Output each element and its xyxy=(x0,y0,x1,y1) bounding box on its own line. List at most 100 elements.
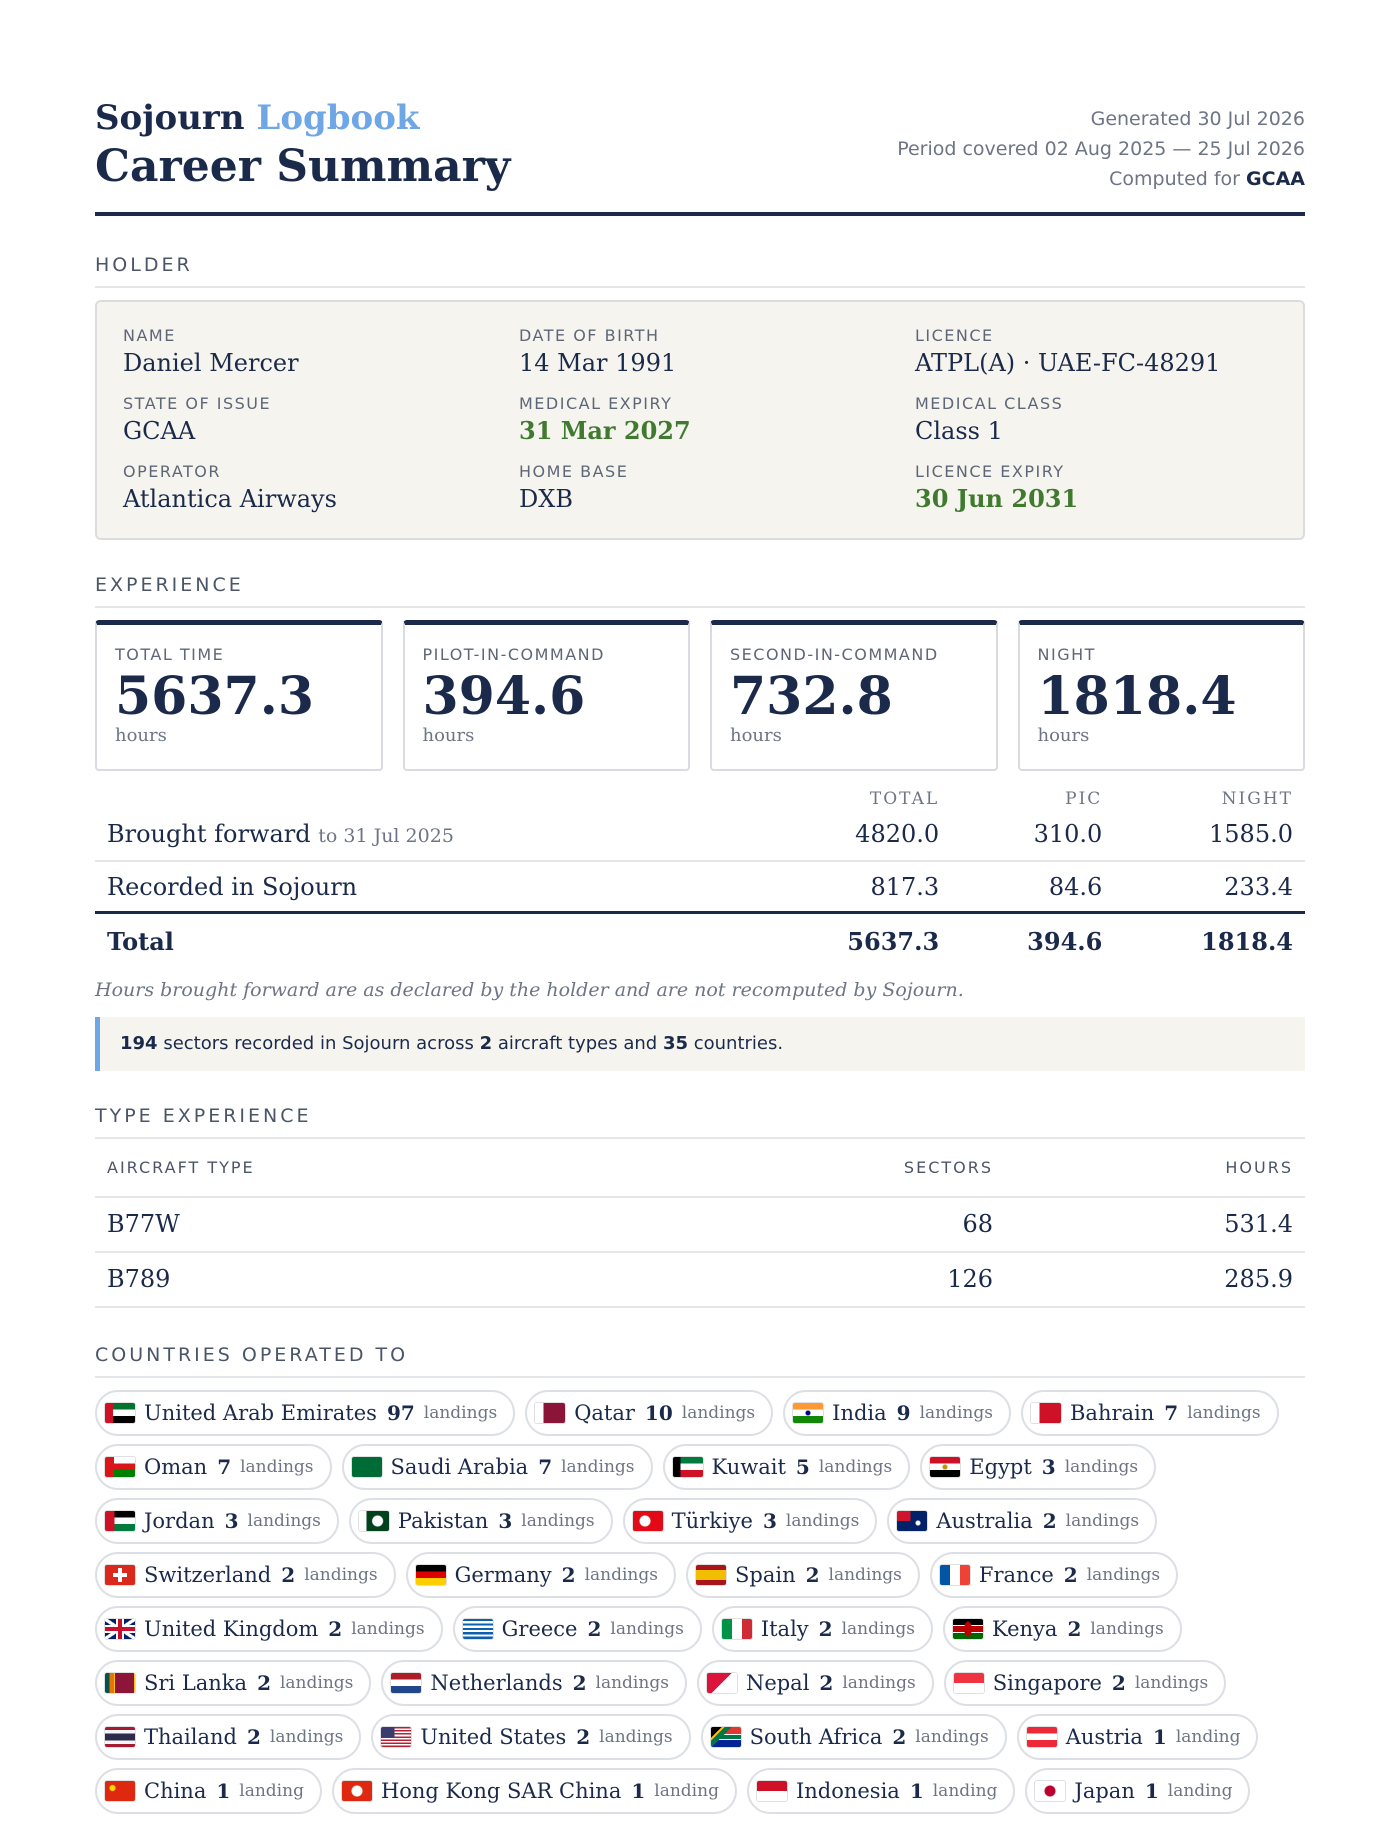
country-unit: landings xyxy=(1090,1618,1164,1639)
brand-main: Sojourn xyxy=(95,98,245,138)
flag-es-icon xyxy=(696,1564,726,1585)
country-chip: Greece 2 landings xyxy=(452,1605,702,1652)
holder-field: DATE OF BIRTH 14 Mar 1991 xyxy=(519,326,915,384)
holder-field: MEDICAL EXPIRY 31 Mar 2027 xyxy=(519,394,915,452)
country-unit: landings xyxy=(521,1510,595,1531)
page-title: Career Summary xyxy=(95,140,511,192)
flag-th-icon xyxy=(105,1726,135,1747)
country-unit: landings xyxy=(842,1672,916,1693)
country-count: 9 xyxy=(896,1400,911,1425)
hours-col-pic: PIC xyxy=(1065,788,1103,809)
aircraft-type: B77W xyxy=(95,1196,845,1253)
flag-ke-icon xyxy=(952,1618,983,1639)
holder-field-label: DATE OF BIRTH xyxy=(519,325,660,345)
country-name: Egypt xyxy=(969,1454,1032,1479)
holder-field: OPERATOR Atlantica Airways xyxy=(123,462,519,520)
computed-line: Computed for GCAA xyxy=(897,164,1305,194)
country-unit: landing xyxy=(1175,1726,1241,1747)
country-count: 2 xyxy=(819,1670,834,1695)
country-unit: landing xyxy=(932,1780,998,1801)
title-block: Sojourn Logbook Career Summary xyxy=(95,98,510,194)
country-chip: Hong Kong SAR China 1 landing xyxy=(331,1767,737,1814)
card-value: 5637.3 xyxy=(115,665,315,727)
report-meta: Generated 30 Jul 2026 Period covered 02 … xyxy=(897,104,1305,194)
country-name: Sri Lanka xyxy=(144,1670,248,1695)
country-chip: United States 2 landings xyxy=(371,1713,691,1760)
country-chip: Singapore 2 landings xyxy=(943,1659,1227,1706)
card-label: SECOND-IN-COMMAND xyxy=(730,644,939,664)
card-label: PILOT-IN-COMMAND xyxy=(422,644,605,664)
country-unit: landings xyxy=(818,1456,893,1477)
holder-field: MEDICAL CLASS Class 1 xyxy=(915,394,1277,452)
country-count: 97 xyxy=(386,1400,415,1425)
card-unit: hours xyxy=(730,724,782,746)
country-name: Greece xyxy=(501,1616,578,1641)
flag-it-icon xyxy=(721,1618,752,1639)
holder-field: STATE OF ISSUE GCAA xyxy=(123,394,519,452)
country-count: 2 xyxy=(257,1670,271,1695)
total-pic: 394.6 xyxy=(951,911,1115,969)
career-summary-page: Sojourn Logbook Career Summary Generated… xyxy=(95,98,1305,1814)
total-label: Total xyxy=(95,911,761,969)
experience-section: EXPERIENCE TOTAL TIME 5637.3 hours PILOT-IN… xyxy=(95,574,1305,1071)
country-name: Singapore xyxy=(992,1670,1102,1695)
country-unit: landing xyxy=(1167,1780,1233,1801)
country-chip: Türkiye 3 landings xyxy=(622,1497,878,1544)
country-chip: United Kingdom 2 landings xyxy=(95,1605,443,1652)
country-name: South Africa xyxy=(749,1724,883,1749)
type-hours: 285.9 xyxy=(1005,1251,1305,1308)
flag-de-icon xyxy=(415,1564,446,1585)
type-col-aircraft: AIRCRAFT TYPE xyxy=(95,1138,845,1198)
holder-field-label: LICENCE xyxy=(915,325,994,345)
holder-field-value: 30 Jun 2031 xyxy=(915,483,1079,513)
country-name: Jordan xyxy=(144,1508,215,1533)
hours-row-night: 1585.0 xyxy=(1114,808,1305,862)
period-line: Period covered 02 Aug 2025 — 25 Jul 2026 xyxy=(897,134,1305,164)
country-name: Pakistan xyxy=(397,1508,489,1533)
country-chip: Indonesia 1 landing xyxy=(746,1767,1016,1814)
hours-row-sub: to 31 Jul 2025 xyxy=(318,825,454,848)
country-name: Hong Kong SAR China xyxy=(380,1778,622,1803)
countries-chip-list: United Arab Emirates 97 landings Qatar 10 lan… xyxy=(95,1389,1305,1814)
hours-footnote: Hours brought forward are as declared by… xyxy=(95,978,964,1001)
holder-field: NAME Daniel Mercer xyxy=(123,326,519,384)
country-count: 1 xyxy=(1144,1778,1159,1803)
country-name: Switzerland xyxy=(144,1562,272,1587)
holder-field-value: 14 Mar 1991 xyxy=(519,348,677,377)
country-unit: landing xyxy=(654,1780,719,1801)
summary-text-2: aircraft types and xyxy=(497,1033,658,1055)
country-chip: China 1 landing xyxy=(95,1767,322,1814)
period-label: Period covered xyxy=(897,137,1039,160)
flag-in-icon xyxy=(793,1402,824,1423)
card-unit: hours xyxy=(115,724,167,746)
country-chip: Japan 1 landing xyxy=(1025,1767,1251,1814)
type-sectors: 126 xyxy=(845,1251,1005,1308)
country-chip: South Africa 2 landings xyxy=(700,1713,1007,1760)
country-name: Bahrain xyxy=(1070,1400,1155,1425)
holder-field: LICENCE EXPIRY 30 Jun 2031 xyxy=(915,462,1277,520)
flag-tr-icon xyxy=(632,1510,663,1531)
hours-row-total: 817.3 xyxy=(760,860,952,914)
country-count: 3 xyxy=(1041,1454,1056,1479)
country-name: Netherlands xyxy=(430,1670,563,1695)
country-count: 2 xyxy=(1042,1508,1057,1533)
country-name: United States xyxy=(420,1724,567,1749)
type-table-header: AIRCRAFT TYPE SECTORS HOURS xyxy=(95,1138,1305,1198)
type-experience-section: TYPE EXPERIENCE AIRCRAFT TYPE SECTORS HO… xyxy=(95,1105,1305,1308)
country-unit: landings xyxy=(269,1726,344,1747)
experience-card: SECOND-IN-COMMAND 732.8 hours xyxy=(710,619,998,771)
sectors-summary: 194 sectors recorded in Sojourn across 2… xyxy=(95,1016,1305,1071)
experience-card: TOTAL TIME 5637.3 hours xyxy=(95,619,383,771)
hours-row: Brought forward to 31 Jul 2025 4820.0 310.… xyxy=(95,808,1305,862)
country-name: Spain xyxy=(735,1562,796,1587)
holder-field-value: Class 1 xyxy=(915,416,1003,445)
country-unit: landings xyxy=(841,1618,915,1639)
country-count: 7 xyxy=(1164,1400,1179,1425)
flag-np-icon xyxy=(706,1672,737,1693)
section-title-experience: EXPERIENCE xyxy=(95,574,1305,608)
country-chip: Nepal 2 landings xyxy=(696,1659,934,1706)
country-count: 2 xyxy=(587,1616,602,1641)
country-count: 1 xyxy=(216,1778,231,1803)
country-chip: Netherlands 2 landings xyxy=(381,1659,687,1706)
country-chip: Saudi Arabia 7 landings xyxy=(341,1443,653,1490)
